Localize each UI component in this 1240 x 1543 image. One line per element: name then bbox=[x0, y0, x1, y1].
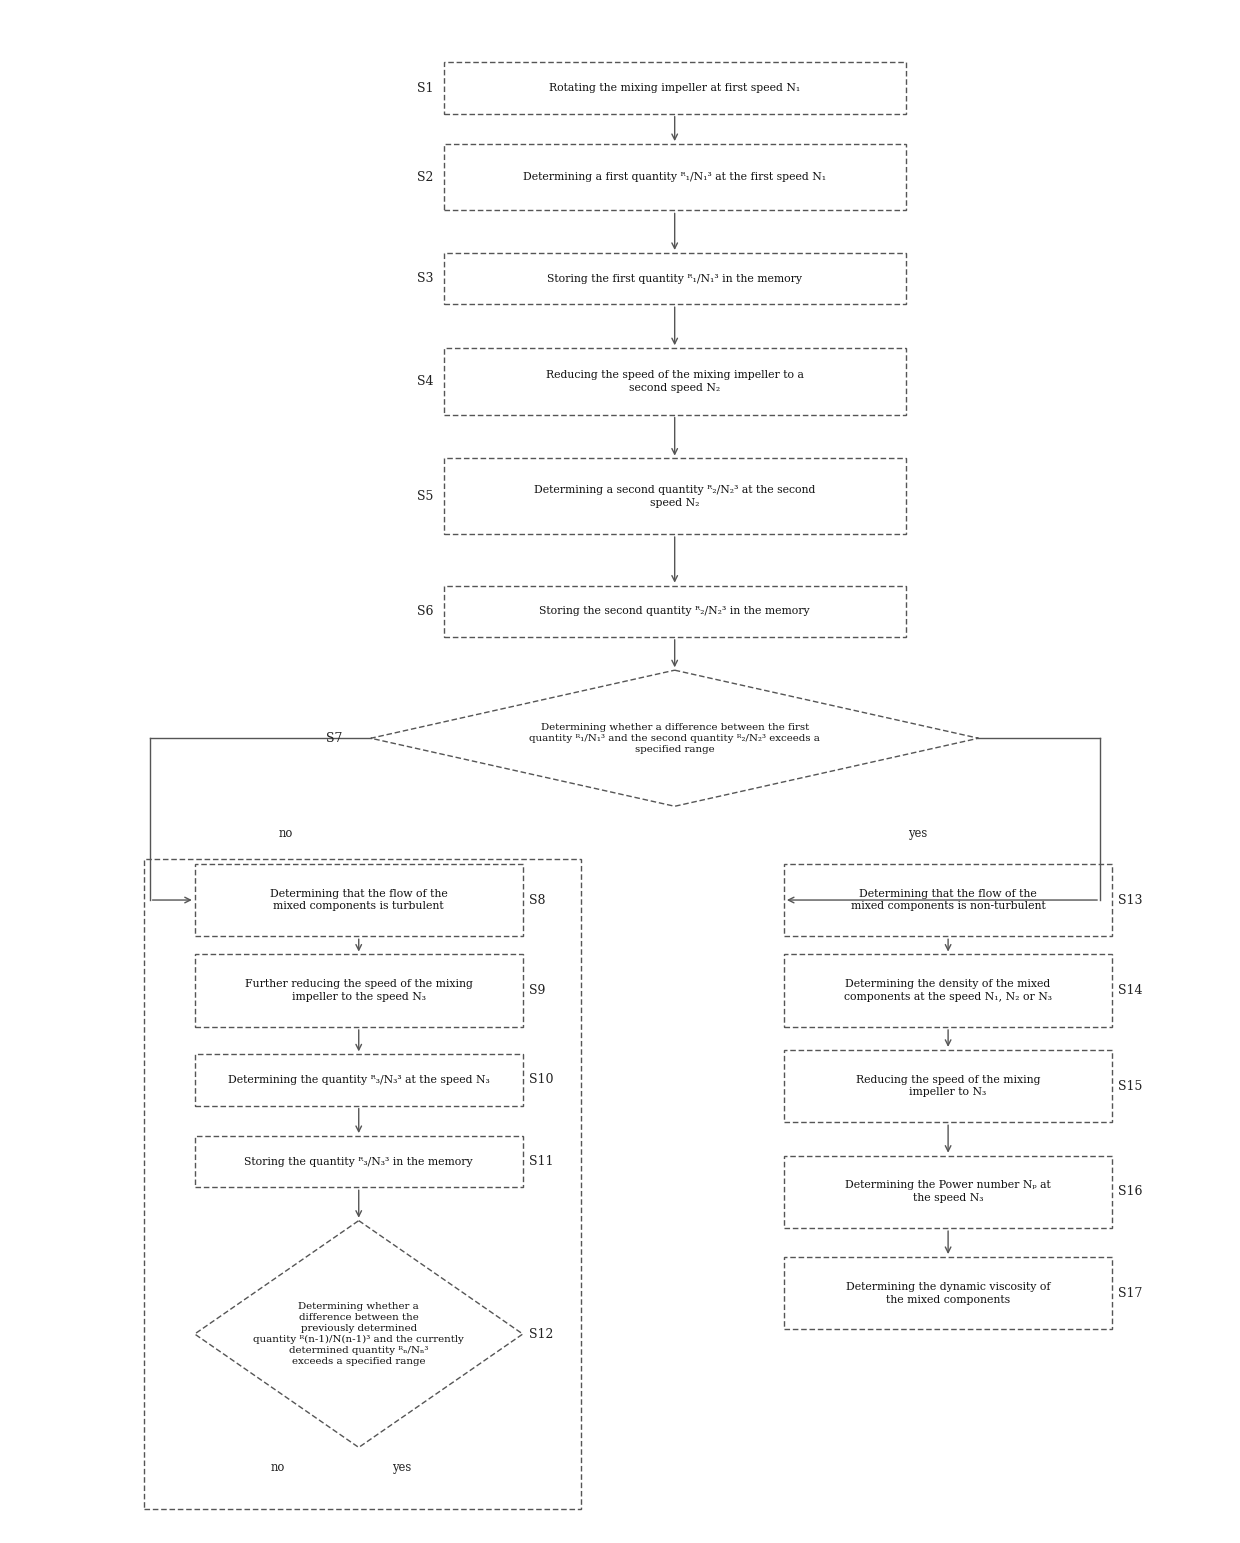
Text: Determining a first quantity ᴿ₁/N₁³ at the first speed N₁: Determining a first quantity ᴿ₁/N₁³ at t… bbox=[523, 173, 826, 182]
Bar bbox=[784, 1258, 1112, 1330]
Text: Determining a second quantity ᴿ₂/N₂³ at the second
speed N₂: Determining a second quantity ᴿ₂/N₂³ at … bbox=[534, 485, 816, 508]
Text: S1: S1 bbox=[417, 82, 434, 94]
Text: Rotating the mixing impeller at first speed N₁: Rotating the mixing impeller at first sp… bbox=[549, 83, 800, 93]
Bar bbox=[195, 955, 523, 1028]
Text: S13: S13 bbox=[1118, 893, 1143, 907]
Text: Determining whether a difference between the first
quantity ᴿ₁/N₁³ and the secon: Determining whether a difference between… bbox=[529, 722, 820, 755]
Text: S2: S2 bbox=[417, 171, 434, 184]
Text: S10: S10 bbox=[528, 1074, 553, 1086]
Bar bbox=[784, 955, 1112, 1028]
Text: Further reducing the speed of the mixing
impeller to the speed N₃: Further reducing the speed of the mixing… bbox=[244, 980, 472, 1001]
Bar bbox=[444, 62, 905, 114]
Text: Determining the quantity ᴿ₃/N₃³ at the speed N₃: Determining the quantity ᴿ₃/N₃³ at the s… bbox=[228, 1075, 490, 1085]
Text: no: no bbox=[279, 827, 293, 839]
Text: Storing the quantity ᴿ₃/N₃³ in the memory: Storing the quantity ᴿ₃/N₃³ in the memor… bbox=[244, 1157, 472, 1167]
Bar bbox=[444, 349, 905, 415]
Text: S5: S5 bbox=[417, 489, 434, 503]
Text: Reducing the speed of the mixing
impeller to N₃: Reducing the speed of the mixing impelle… bbox=[856, 1074, 1040, 1097]
Text: S11: S11 bbox=[528, 1156, 553, 1168]
Text: S12: S12 bbox=[528, 1327, 553, 1341]
Bar bbox=[195, 1054, 523, 1106]
Text: S6: S6 bbox=[417, 605, 434, 617]
Text: Determining the dynamic viscosity of
the mixed components: Determining the dynamic viscosity of the… bbox=[846, 1282, 1050, 1304]
Text: Determining whether a
difference between the
previously determined
quantity ᴿ(n-: Determining whether a difference between… bbox=[253, 1302, 464, 1367]
Text: Storing the first quantity ᴿ₁/N₁³ in the memory: Storing the first quantity ᴿ₁/N₁³ in the… bbox=[547, 273, 802, 284]
Text: yes: yes bbox=[908, 827, 928, 839]
Bar bbox=[784, 864, 1112, 937]
Text: S14: S14 bbox=[1118, 984, 1143, 997]
Text: S3: S3 bbox=[417, 272, 434, 285]
Bar bbox=[444, 458, 905, 534]
Text: Determining that the flow of the
mixed components is non-turbulent: Determining that the flow of the mixed c… bbox=[851, 889, 1045, 912]
Text: S4: S4 bbox=[417, 375, 434, 387]
Bar bbox=[444, 143, 905, 210]
Bar bbox=[444, 585, 905, 637]
Text: Storing the second quantity ᴿ₂/N₂³ in the memory: Storing the second quantity ᴿ₂/N₂³ in th… bbox=[539, 606, 810, 616]
Text: Determining the Power number Nₚ at
the speed N₃: Determining the Power number Nₚ at the s… bbox=[846, 1180, 1052, 1204]
Text: Determining the density of the mixed
components at the speed N₁, N₂ or N₃: Determining the density of the mixed com… bbox=[844, 980, 1052, 1001]
Bar bbox=[784, 1156, 1112, 1228]
Text: no: no bbox=[270, 1461, 284, 1474]
Text: S17: S17 bbox=[1118, 1287, 1142, 1299]
Bar bbox=[195, 864, 523, 937]
Bar bbox=[144, 859, 582, 1509]
Text: S15: S15 bbox=[1118, 1080, 1142, 1092]
Bar bbox=[784, 1049, 1112, 1122]
Bar bbox=[444, 253, 905, 304]
Bar bbox=[195, 1136, 523, 1188]
Text: S7: S7 bbox=[326, 731, 342, 745]
Text: S8: S8 bbox=[528, 893, 546, 907]
Text: S9: S9 bbox=[528, 984, 546, 997]
Text: Reducing the speed of the mixing impeller to a
second speed N₂: Reducing the speed of the mixing impelle… bbox=[546, 370, 804, 393]
Text: yes: yes bbox=[392, 1461, 410, 1474]
Text: S16: S16 bbox=[1118, 1185, 1143, 1199]
Text: Determining that the flow of the
mixed components is turbulent: Determining that the flow of the mixed c… bbox=[270, 889, 448, 912]
